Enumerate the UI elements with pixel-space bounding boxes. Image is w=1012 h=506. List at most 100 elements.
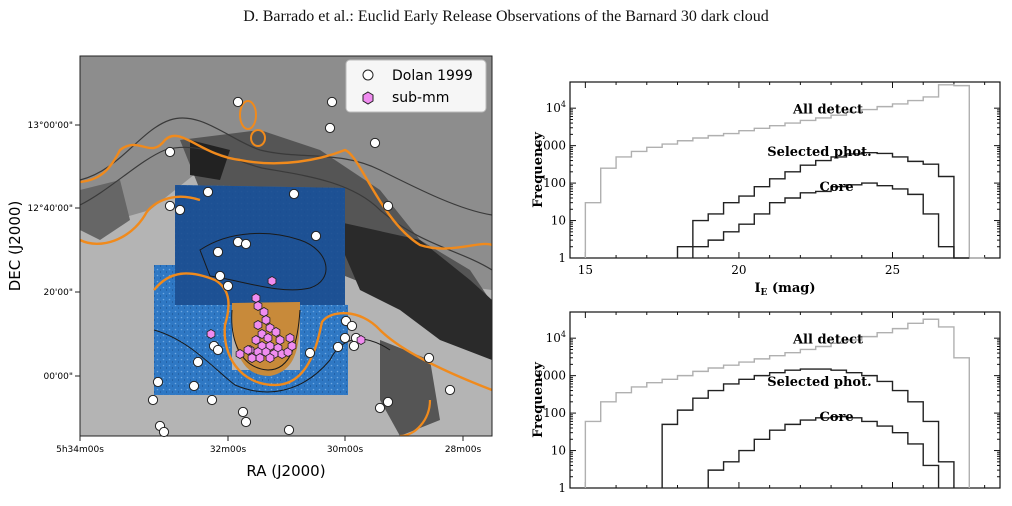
submm-point <box>253 320 263 330</box>
dolan-1999-point <box>206 394 218 406</box>
dolan-1999-point <box>240 238 252 250</box>
map-legend: Dolan 1999 sub-mm <box>345 59 487 113</box>
y-tick-label: 1 <box>558 481 566 495</box>
y-tick-label: 100 <box>543 176 566 190</box>
dolan-1999-point <box>324 122 336 134</box>
histogram-series <box>584 318 970 488</box>
dolan-1999-point <box>192 356 204 368</box>
x-tick-label: 28m00s <box>445 445 482 455</box>
dolan-1999-point <box>214 270 226 282</box>
submm-point <box>265 353 275 363</box>
submm-point <box>285 333 295 343</box>
dolan-1999-point <box>174 204 186 216</box>
series-label: Core <box>820 180 854 195</box>
y-tick-label: 100 <box>543 406 566 420</box>
dolan-1999-point <box>164 146 176 158</box>
dolan-1999-point <box>444 384 456 396</box>
y-axis-label: DEC (J2000) <box>6 201 24 292</box>
legend-label: Dolan 1999 <box>392 68 473 84</box>
submm-point <box>247 353 257 363</box>
dolan-1999-point <box>369 137 381 149</box>
dolan-1999-point <box>423 352 435 364</box>
submm-point <box>259 307 269 317</box>
y-tick-label: 104 <box>546 330 566 345</box>
histogram-series <box>692 182 955 258</box>
hexagon-marker-icon <box>362 91 374 105</box>
submm-point <box>261 315 271 325</box>
dolan-1999-point <box>152 376 164 388</box>
submm-point <box>267 276 277 286</box>
dolan-1999-point <box>326 96 338 108</box>
y-tick-label: 10 <box>551 214 566 228</box>
dolan-1999-point <box>212 246 224 258</box>
y-tick-label: 20'00" <box>43 288 73 298</box>
histogram-bottom: 1 10 100 1000 104 Frequency All detect Selected… <box>530 300 1010 502</box>
histogram-series <box>676 151 970 259</box>
dolan-1999-point <box>158 426 170 438</box>
dolan-1999-point <box>188 380 200 392</box>
y-axis-label: Frequency <box>531 362 546 438</box>
submm-point <box>356 335 366 345</box>
dolan-1999-point <box>288 188 300 200</box>
orange-contour <box>80 134 492 250</box>
x-tick-label: 30m00s <box>327 445 364 455</box>
plot-frame <box>569 311 1001 489</box>
y-tick-label: 00'00" <box>43 372 73 382</box>
submm-point <box>263 333 273 343</box>
legend-label: sub-mm <box>392 90 449 106</box>
plot-frame <box>569 81 1001 259</box>
x-axis-label: IE (mag) <box>754 281 815 298</box>
x-tick-label: 32m00s <box>210 445 247 455</box>
dolan-1999-point <box>212 344 224 356</box>
y-tick-label: 1000 <box>535 139 566 153</box>
series-label: Core <box>820 410 854 425</box>
map-frame <box>79 55 493 437</box>
y-tick-label: 12°40'00" <box>28 204 73 214</box>
circle-marker-icon <box>362 69 374 81</box>
series-label: Selected phot. <box>767 375 871 390</box>
dolan-1999-point <box>348 340 360 352</box>
x-tick-label: 20 <box>731 263 746 277</box>
dolan-1999-point <box>147 394 159 406</box>
dolan-1999-point <box>237 406 249 418</box>
dolan-1999-point <box>332 341 344 353</box>
dolan-1999-point <box>304 347 316 359</box>
y-tick-label: 10 <box>551 444 566 458</box>
y-tick-label: 13°00'00" <box>28 121 73 131</box>
histogram-top: 1 10 100 1000 104 15 20 25 Frequency IE (mag) All … <box>530 68 1010 308</box>
dolan-1999-point <box>202 186 214 198</box>
submm-point <box>235 349 245 359</box>
y-axis-label: Frequency <box>531 132 546 208</box>
x-tick-label: 25 <box>885 263 900 277</box>
submm-markers <box>206 276 366 363</box>
y-tick-label: 1 <box>558 251 566 265</box>
dolan-1999-point <box>283 424 295 436</box>
dolan-1999-point <box>232 96 244 108</box>
dolan-1999-point <box>240 416 252 428</box>
submm-point <box>253 301 263 311</box>
dolan-1999-point <box>164 200 176 212</box>
submm-point <box>287 341 297 351</box>
submm-point <box>251 293 261 303</box>
dolan-1999-point <box>374 402 386 414</box>
dolan-1999-point <box>346 320 358 332</box>
y-tick-label: 1000 <box>535 369 566 383</box>
series-label: All detect <box>792 333 863 348</box>
x-tick-label: 5h34m00s <box>56 445 104 455</box>
dolan-1999-point <box>339 332 351 344</box>
dolan-1999-point <box>382 396 394 408</box>
dolan-1999-markers <box>147 96 456 438</box>
dolan-1999-point <box>310 230 322 242</box>
x-tick-label: 15 <box>578 263 593 277</box>
submm-point <box>255 353 265 363</box>
submm-point <box>251 335 261 345</box>
x-axis-label: RA (J2000) <box>246 462 325 480</box>
y-tick-label: 104 <box>546 100 566 115</box>
sky-map-figure: 5h34m00s 32m00s 30m00s 28m00s 13°00'00" … <box>0 40 520 500</box>
submm-point <box>206 329 216 339</box>
dolan-1999-point <box>222 280 234 292</box>
series-label: All detect <box>792 103 863 118</box>
submm-point <box>275 335 285 345</box>
histogram-series <box>707 416 940 488</box>
histogram-series <box>661 368 955 488</box>
